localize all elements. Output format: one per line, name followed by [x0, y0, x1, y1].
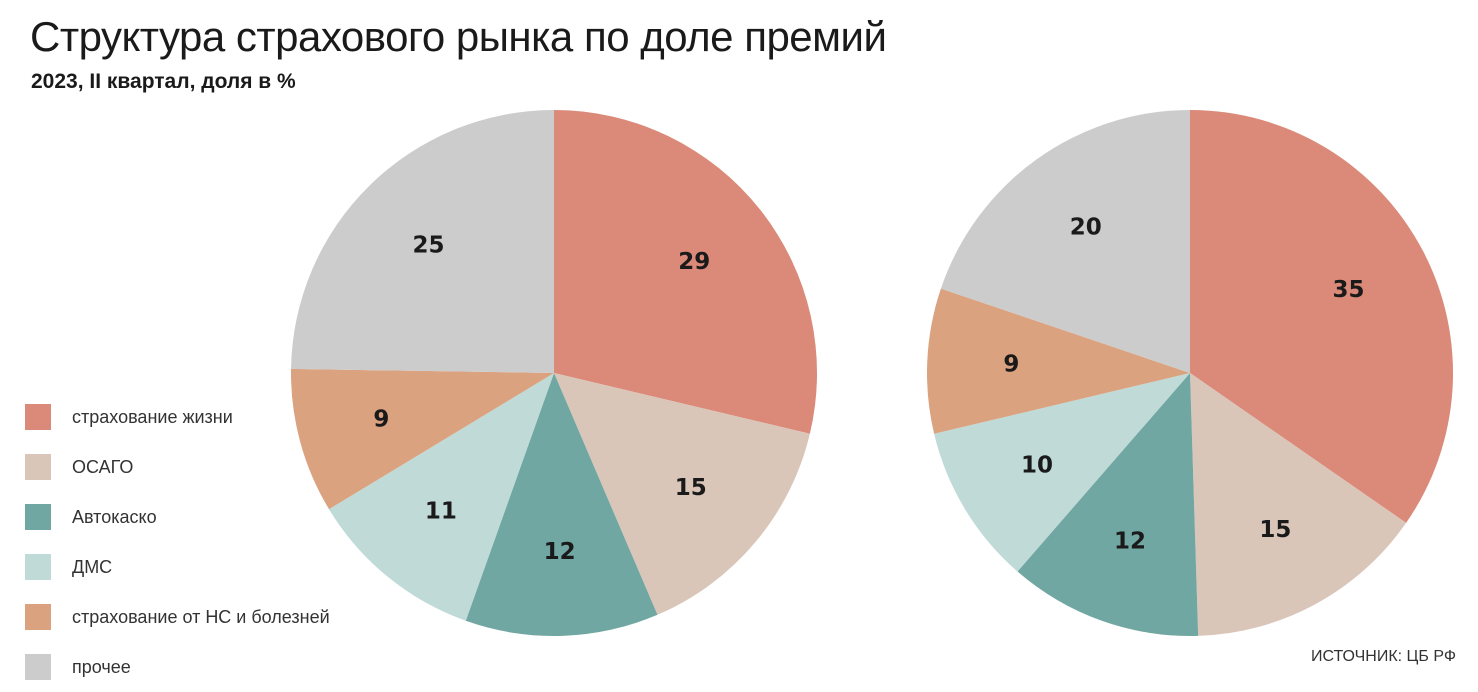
pie-slice-accident-illness — [290, 368, 554, 510]
source-note: ИСТОЧНИК: ЦБ РФ — [1310, 648, 1456, 665]
legend-label: ОСАГО — [72, 456, 134, 477]
legend-swatch — [25, 404, 51, 430]
legend-swatch — [25, 504, 51, 530]
chart-title: Структура страхового рынка по доле преми… — [30, 13, 887, 60]
legend-item-accident-illness: страхование от НС и болезней — [25, 592, 405, 642]
pie-slice-autocasco — [465, 373, 658, 637]
legend-swatch — [25, 604, 51, 630]
pie-data-label: 15 — [675, 475, 707, 501]
pie-slice-autocasco — [1017, 373, 1199, 636]
pie-data-label: 15 — [1259, 517, 1291, 543]
legend: страхование жизни ОСАГО Автокаско ДМС ст… — [25, 392, 405, 692]
pie-data-label: 12 — [544, 539, 576, 565]
pie-slice-other — [940, 110, 1190, 373]
legend-label: Автокаско — [72, 506, 157, 527]
legend-label: страхование жизни — [72, 406, 233, 427]
pie-data-label: 9 — [373, 407, 389, 433]
pie-slice-accident-illness — [926, 288, 1190, 434]
pie-data-label: 12 — [1114, 529, 1146, 555]
legend-swatch — [25, 454, 51, 480]
pie-slice-life-insurance — [554, 110, 818, 434]
legend-label: прочее — [72, 656, 131, 677]
legend-swatch — [25, 554, 51, 580]
pie-chart-2: 35 15 12 10 9 20 — [926, 110, 1454, 636]
pie-data-label: 20 — [1070, 215, 1102, 241]
legend-label: страхование от НС и болезней — [72, 606, 330, 627]
chart-subtitle: 2023, II квартал, доля в % — [31, 70, 296, 93]
legend-item-osago: ОСАГО — [25, 442, 405, 492]
pie-data-label: 11 — [425, 499, 457, 525]
pie-data-label: 35 — [1332, 277, 1364, 303]
pie-slice-dms — [329, 373, 554, 621]
legend-item-autocasco: Автокаско — [25, 492, 405, 542]
legend-item-life-insurance: страхование жизни — [25, 392, 405, 442]
legend-item-dms: ДМС — [25, 542, 405, 592]
legend-swatch — [25, 654, 51, 680]
pie-slice-dms — [934, 373, 1190, 572]
pie-slice-other — [291, 110, 554, 373]
pie-data-label: 9 — [1003, 352, 1019, 378]
pie-data-label: 29 — [678, 249, 710, 275]
legend-label: ДМС — [72, 556, 113, 577]
pie-data-label: 25 — [412, 233, 444, 259]
pie-slice-life-insurance — [1190, 110, 1454, 523]
pie-data-label: 10 — [1021, 453, 1053, 479]
pie-slice-osago — [1190, 373, 1407, 636]
pie-slice-osago — [554, 373, 810, 615]
pie-chart-1: 29 15 12 11 9 25 — [290, 110, 818, 637]
legend-item-other: прочее — [25, 642, 405, 692]
